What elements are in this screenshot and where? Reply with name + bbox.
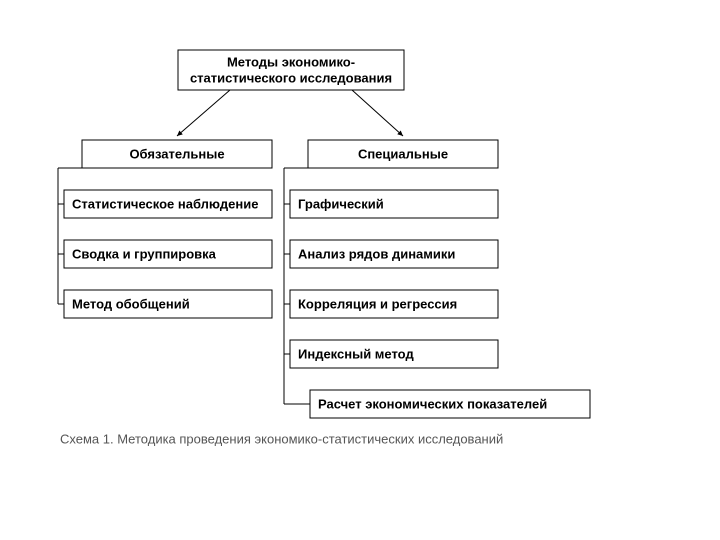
diagram-node: Расчет экономических показателей — [310, 390, 590, 418]
node-label: Корреляция и регрессия — [298, 296, 457, 311]
node-label: Анализ рядов динамики — [298, 246, 455, 261]
diagram-node: Статистическое наблюдение — [64, 190, 272, 218]
node-label: Статистическое наблюдение — [72, 196, 258, 211]
diagram-node: Графический — [290, 190, 498, 218]
node-label: Специальные — [358, 146, 448, 161]
node-label: Сводка и группировка — [72, 246, 217, 261]
node-label: Обязательные — [129, 146, 224, 161]
node-label: Метод обобщений — [72, 296, 190, 311]
diagram-node: Корреляция и регрессия — [290, 290, 498, 318]
figure-caption: Схема 1. Методика проведения экономико-с… — [60, 431, 503, 446]
node-label: Графический — [298, 196, 384, 211]
diagram-node: Сводка и группировка — [64, 240, 272, 268]
diagram-node: Анализ рядов динамики — [290, 240, 498, 268]
root-label-line1: Методы экономико- — [227, 54, 355, 69]
root-label-line2: статистического исследования — [190, 70, 392, 85]
diagram-node: Индексный метод — [290, 340, 498, 368]
arrow-line — [352, 90, 403, 136]
node-label: Индексный метод — [298, 346, 414, 361]
diagram-node: Метод обобщений — [64, 290, 272, 318]
diagram-node: Обязательные — [82, 140, 272, 168]
arrow-line — [177, 90, 230, 136]
diagram-node: Специальные — [308, 140, 498, 168]
root-node: Методы экономико-статистического исследо… — [178, 50, 404, 90]
node-label: Расчет экономических показателей — [318, 396, 547, 411]
